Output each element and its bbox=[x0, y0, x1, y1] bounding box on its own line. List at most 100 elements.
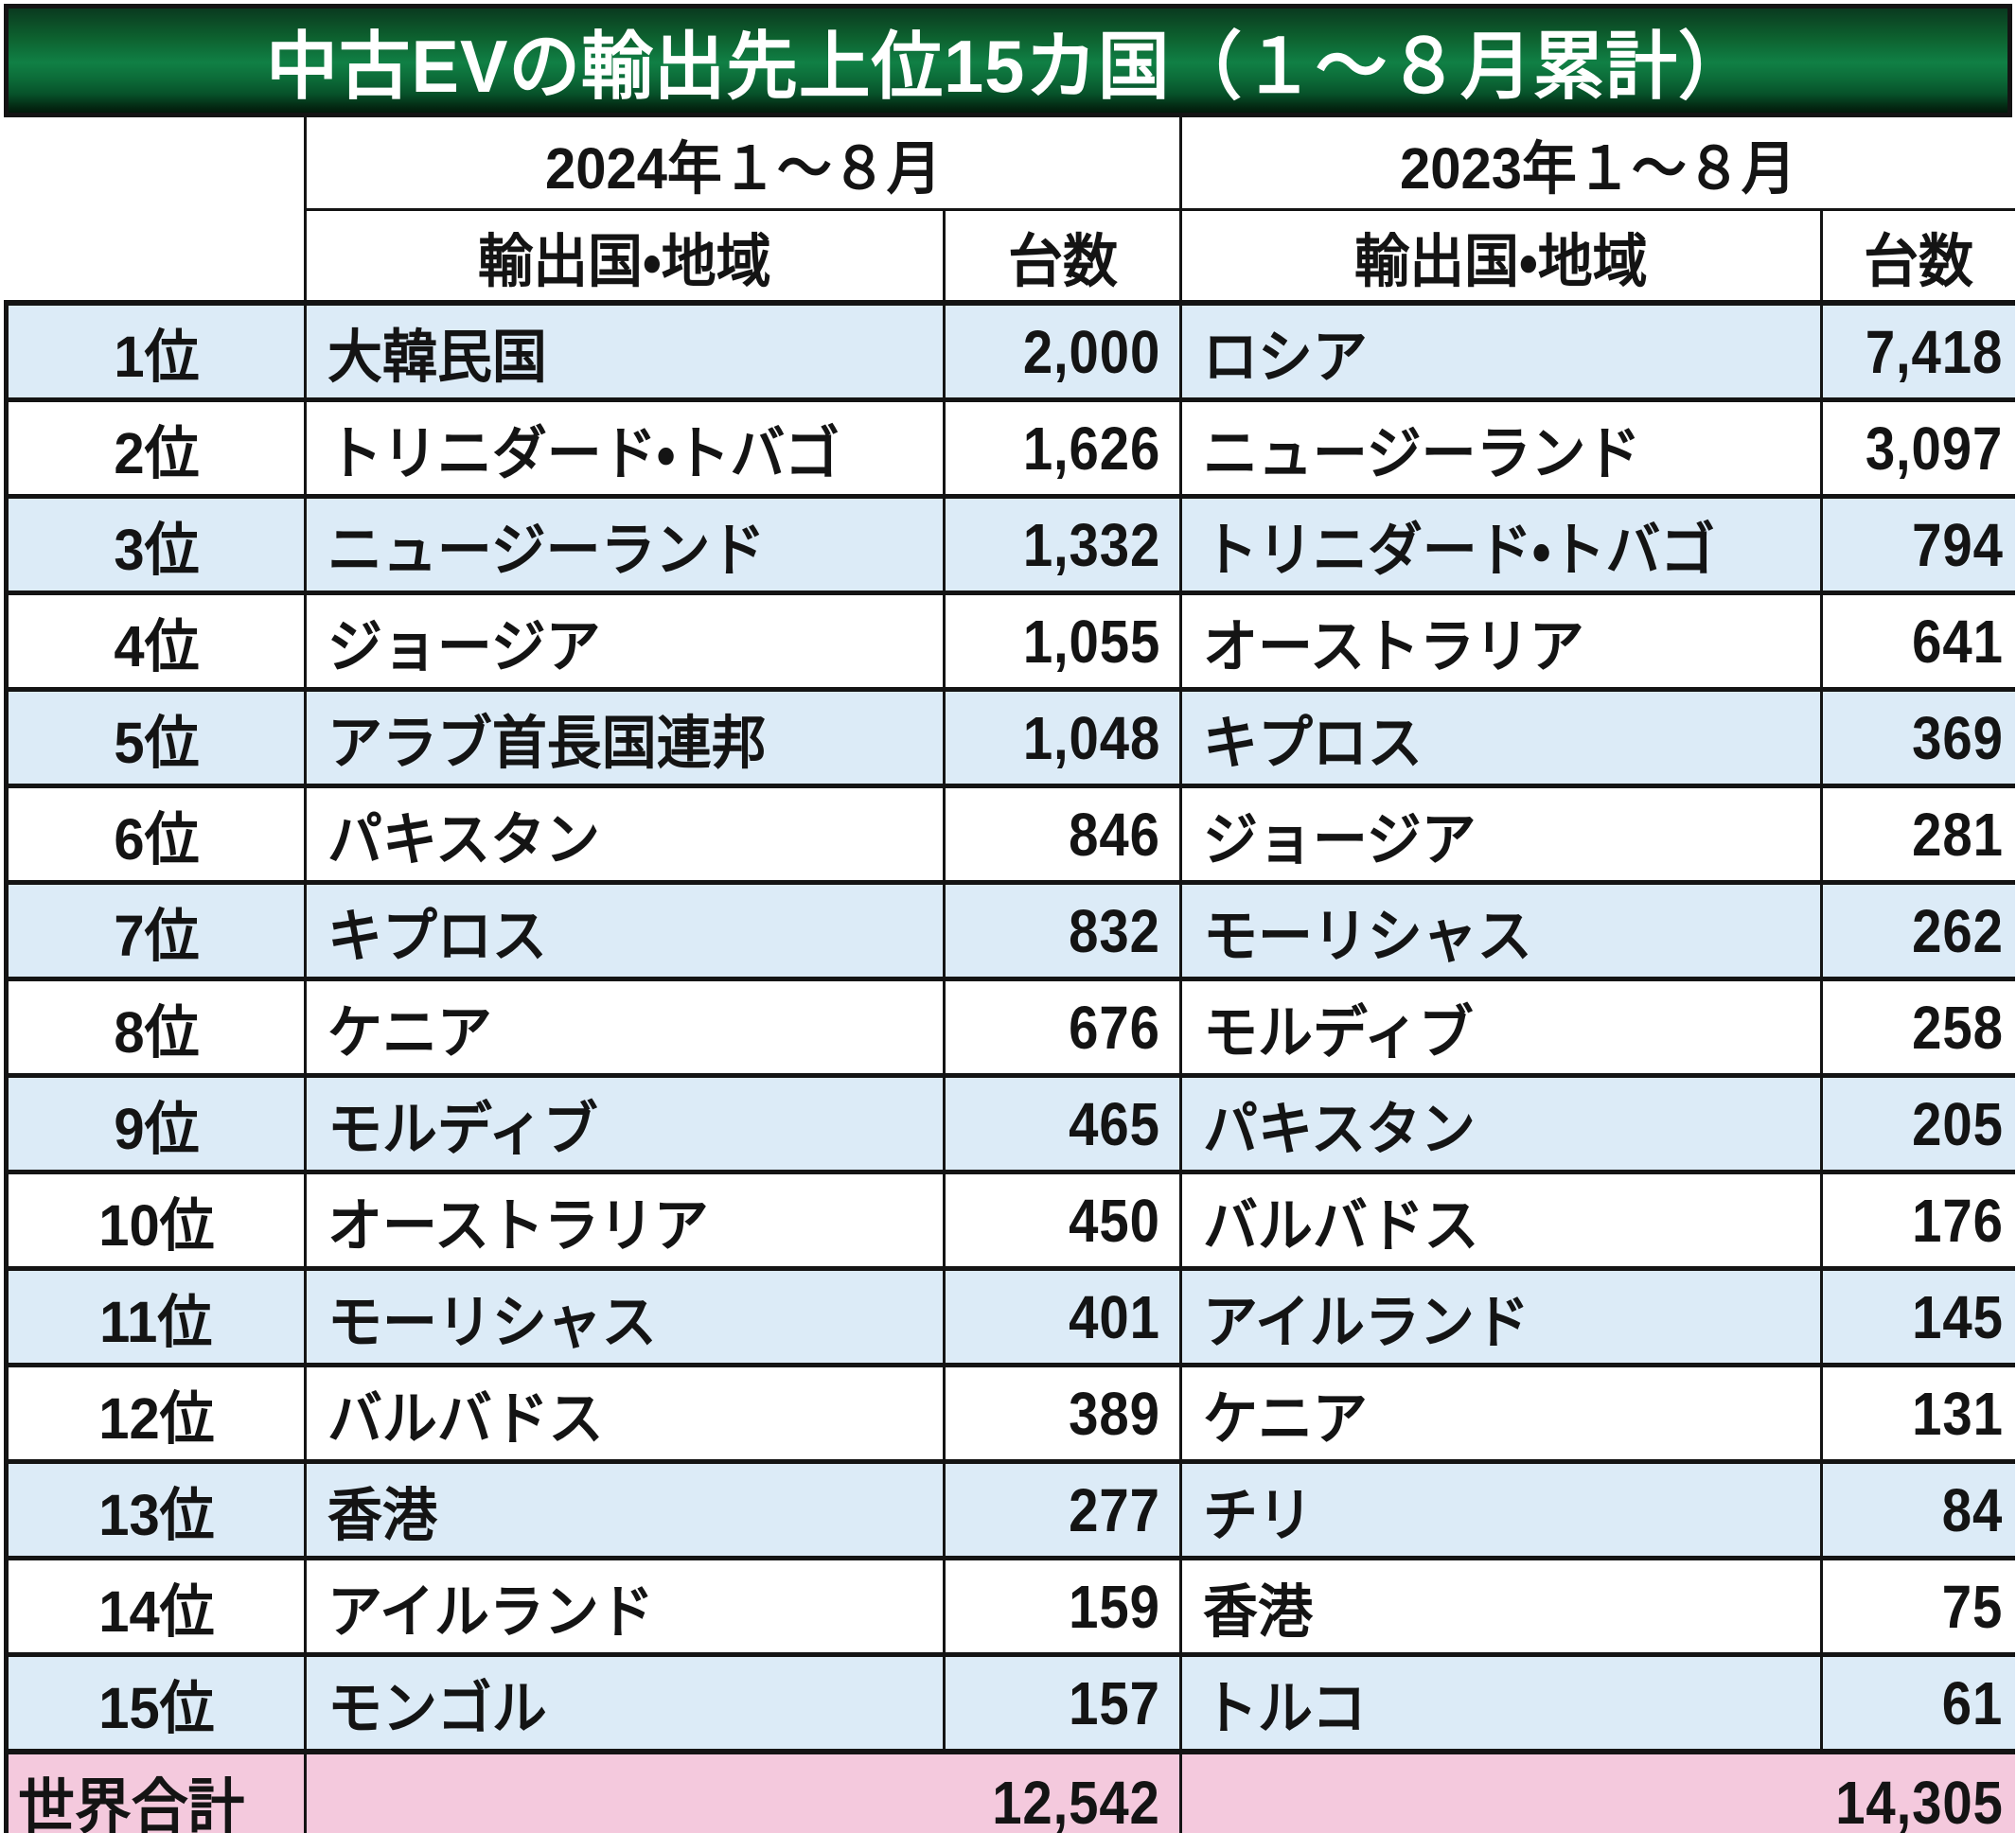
country-2023-cell: バルバドス bbox=[1180, 1172, 1824, 1271]
table-frame: 中古EVの輸出先上位15カ国（１～８月累計） 2024年１～８月 2023年１～… bbox=[4, 4, 2015, 1833]
rank-label: 14位 bbox=[97, 1579, 215, 1644]
country-2024-name: ジョージア bbox=[327, 614, 601, 679]
country-2023-cell: ジョージア bbox=[1180, 785, 1824, 885]
country-2024-name: ニュージーランド bbox=[327, 518, 766, 582]
country-2023-name: ロシア bbox=[1203, 325, 1368, 389]
country-2023-name: キプロス bbox=[1203, 711, 1423, 775]
year-group-header-row: 2024年１～８月 2023年１～８月 bbox=[6, 117, 2015, 306]
rank-cell: 10位 bbox=[4, 1172, 307, 1271]
world-total-units-2023-value: 14,305 bbox=[1834, 1768, 2004, 1833]
units-2024-value: 159 bbox=[1069, 1572, 1161, 1641]
country-2024-cell: 大韓民国 bbox=[305, 303, 946, 402]
units-2024-value: 450 bbox=[1069, 1186, 1161, 1255]
units-2024-value: 277 bbox=[1069, 1475, 1161, 1544]
rank-cell: 2位 bbox=[4, 399, 307, 499]
rank-cell: 14位 bbox=[4, 1558, 307, 1657]
units-2024-cell: 277 bbox=[944, 1461, 1183, 1560]
world-total-label-cell: 世界合計 bbox=[4, 1749, 307, 1833]
country-2024-cell: 香港 bbox=[305, 1461, 946, 1560]
rank-cell: 5位 bbox=[4, 689, 307, 788]
country-2023-name: モルディブ bbox=[1203, 1000, 1474, 1065]
world-total-units-2023-cell: 14,305 bbox=[1180, 1749, 2015, 1833]
units-2023-value: 145 bbox=[1911, 1282, 2004, 1351]
country-2024-name: 香港 bbox=[327, 1483, 437, 1547]
country-2023-cell: ニュージーランド bbox=[1180, 399, 1824, 499]
country-2024-cell: バルバドス bbox=[305, 1365, 946, 1464]
world-total-units-2024-value: 12,542 bbox=[992, 1768, 1161, 1833]
country-2023-name: ケニア bbox=[1203, 1386, 1368, 1451]
table-row: 1位 大韓民国 2,000 ロシア 7,418 bbox=[4, 303, 2015, 402]
units-2024-cell: 1,055 bbox=[944, 592, 1183, 692]
units-2024-cell: 157 bbox=[944, 1654, 1183, 1754]
year-2023-header-label: 2023年１～８月 bbox=[1400, 135, 1797, 201]
units-2024-cell: 846 bbox=[944, 785, 1183, 885]
units-2023-value: 262 bbox=[1911, 896, 2004, 965]
units-2024-cell: 1,332 bbox=[944, 496, 1183, 595]
country-2024-header-label: 輸出国・地域 bbox=[478, 228, 771, 293]
page-title: 中古EVの輸出先上位15カ国（１～８月累計） bbox=[265, 25, 1751, 108]
country-2024-cell: ケニア bbox=[305, 978, 946, 1078]
units-2024-header-label: 台数 bbox=[1007, 228, 1118, 293]
country-2024-name: アイルランド bbox=[327, 1579, 654, 1644]
country-2023-cell: モーリシャス bbox=[1180, 882, 1824, 981]
year-2024-header-cell: 2024年１～８月 bbox=[303, 117, 1183, 211]
country-2024-name: モルディブ bbox=[327, 1097, 598, 1161]
rank-label: 11位 bbox=[99, 1290, 213, 1354]
units-2024-header-cell: 台数 bbox=[942, 209, 1183, 306]
units-2024-cell: 1,048 bbox=[944, 689, 1183, 788]
country-2024-name: パキスタン bbox=[327, 807, 601, 872]
table-body: 2024年１～８月 2023年１～８月 輸出国・地域 台数 輸出国・地域 台数 bbox=[4, 117, 2015, 1833]
units-2023-value: 258 bbox=[1911, 993, 2004, 1062]
units-2023-cell: 84 bbox=[1821, 1461, 2015, 1560]
ev-export-table: 2024年１～８月 2023年１～８月 輸出国・地域 台数 輸出国・地域 台数 bbox=[4, 117, 2015, 1833]
country-2023-name: オーストラリア bbox=[1203, 614, 1584, 679]
units-2023-cell: 7,418 bbox=[1821, 303, 2015, 402]
units-2023-value: 61 bbox=[1942, 1668, 2004, 1737]
year-2024-header-label: 2024年１～８月 bbox=[544, 135, 942, 201]
country-2023-name: トルコ bbox=[1203, 1676, 1367, 1740]
units-2023-value: 3,097 bbox=[1866, 414, 2004, 483]
country-2023-header-label: 輸出国・地域 bbox=[1354, 228, 1648, 293]
units-2023-cell: 281 bbox=[1821, 785, 2015, 885]
units-2023-cell: 145 bbox=[1821, 1268, 2015, 1367]
country-2024-cell: ニュージーランド bbox=[305, 496, 946, 595]
country-2024-name: 大韓民国 bbox=[327, 325, 547, 389]
country-2023-cell: アイルランド bbox=[1180, 1268, 1824, 1367]
country-2023-cell: 香港 bbox=[1180, 1558, 1824, 1657]
country-2023-name: チリ bbox=[1203, 1483, 1313, 1547]
country-2024-cell: モンゴル bbox=[305, 1654, 946, 1754]
country-2024-cell: モルディブ bbox=[305, 1075, 946, 1174]
units-2023-cell: 75 bbox=[1821, 1558, 2015, 1657]
units-2023-value: 369 bbox=[1911, 703, 2004, 772]
column-header-row: 輸出国・地域 台数 輸出国・地域 台数 bbox=[7, 209, 2015, 306]
table-row: 5位 アラブ首長国連邦 1,048 キプロス 369 bbox=[4, 689, 2015, 788]
country-2023-name: ジョージア bbox=[1203, 807, 1477, 872]
country-2024-cell: モーリシャス bbox=[305, 1268, 946, 1367]
country-2024-name: キプロス bbox=[327, 904, 547, 968]
table-row: 12位 バルバドス 389 ケニア 131 bbox=[4, 1365, 2015, 1464]
table-row: 9位 モルディブ 465 パキスタン 205 bbox=[4, 1075, 2015, 1174]
country-2023-name: アイルランド bbox=[1203, 1290, 1530, 1354]
units-2023-value: 794 bbox=[1911, 510, 2004, 579]
units-2023-cell: 131 bbox=[1821, 1365, 2015, 1464]
country-2023-name: ニュージーランド bbox=[1203, 421, 1641, 485]
country-2023-cell: ケニア bbox=[1180, 1365, 1824, 1464]
country-2024-name: モンゴル bbox=[327, 1676, 547, 1740]
year-2023-header-cell: 2023年１～８月 bbox=[1179, 117, 2015, 211]
country-2024-name: ケニア bbox=[327, 1000, 492, 1065]
rank-label: 2位 bbox=[113, 421, 200, 485]
country-2023-cell: オーストラリア bbox=[1180, 592, 1824, 692]
units-2024-cell: 159 bbox=[944, 1558, 1183, 1657]
rank-label: 12位 bbox=[97, 1386, 215, 1451]
rank-cell: 3位 bbox=[4, 496, 307, 595]
units-2024-value: 2,000 bbox=[1022, 317, 1161, 386]
units-2023-value: 7,418 bbox=[1866, 317, 2004, 386]
country-2023-name: パキスタン bbox=[1203, 1097, 1477, 1161]
units-2024-value: 401 bbox=[1069, 1282, 1161, 1351]
table-row: 4位 ジョージア 1,055 オーストラリア 641 bbox=[4, 592, 2015, 692]
country-2024-name: トリニダード・トバゴ bbox=[327, 421, 840, 485]
rank-label: 8位 bbox=[113, 1000, 200, 1065]
units-2024-cell: 450 bbox=[944, 1172, 1183, 1271]
table-row: 15位 モンゴル 157 トルコ 61 bbox=[4, 1654, 2015, 1754]
country-2023-cell: トルコ bbox=[1180, 1654, 1824, 1754]
